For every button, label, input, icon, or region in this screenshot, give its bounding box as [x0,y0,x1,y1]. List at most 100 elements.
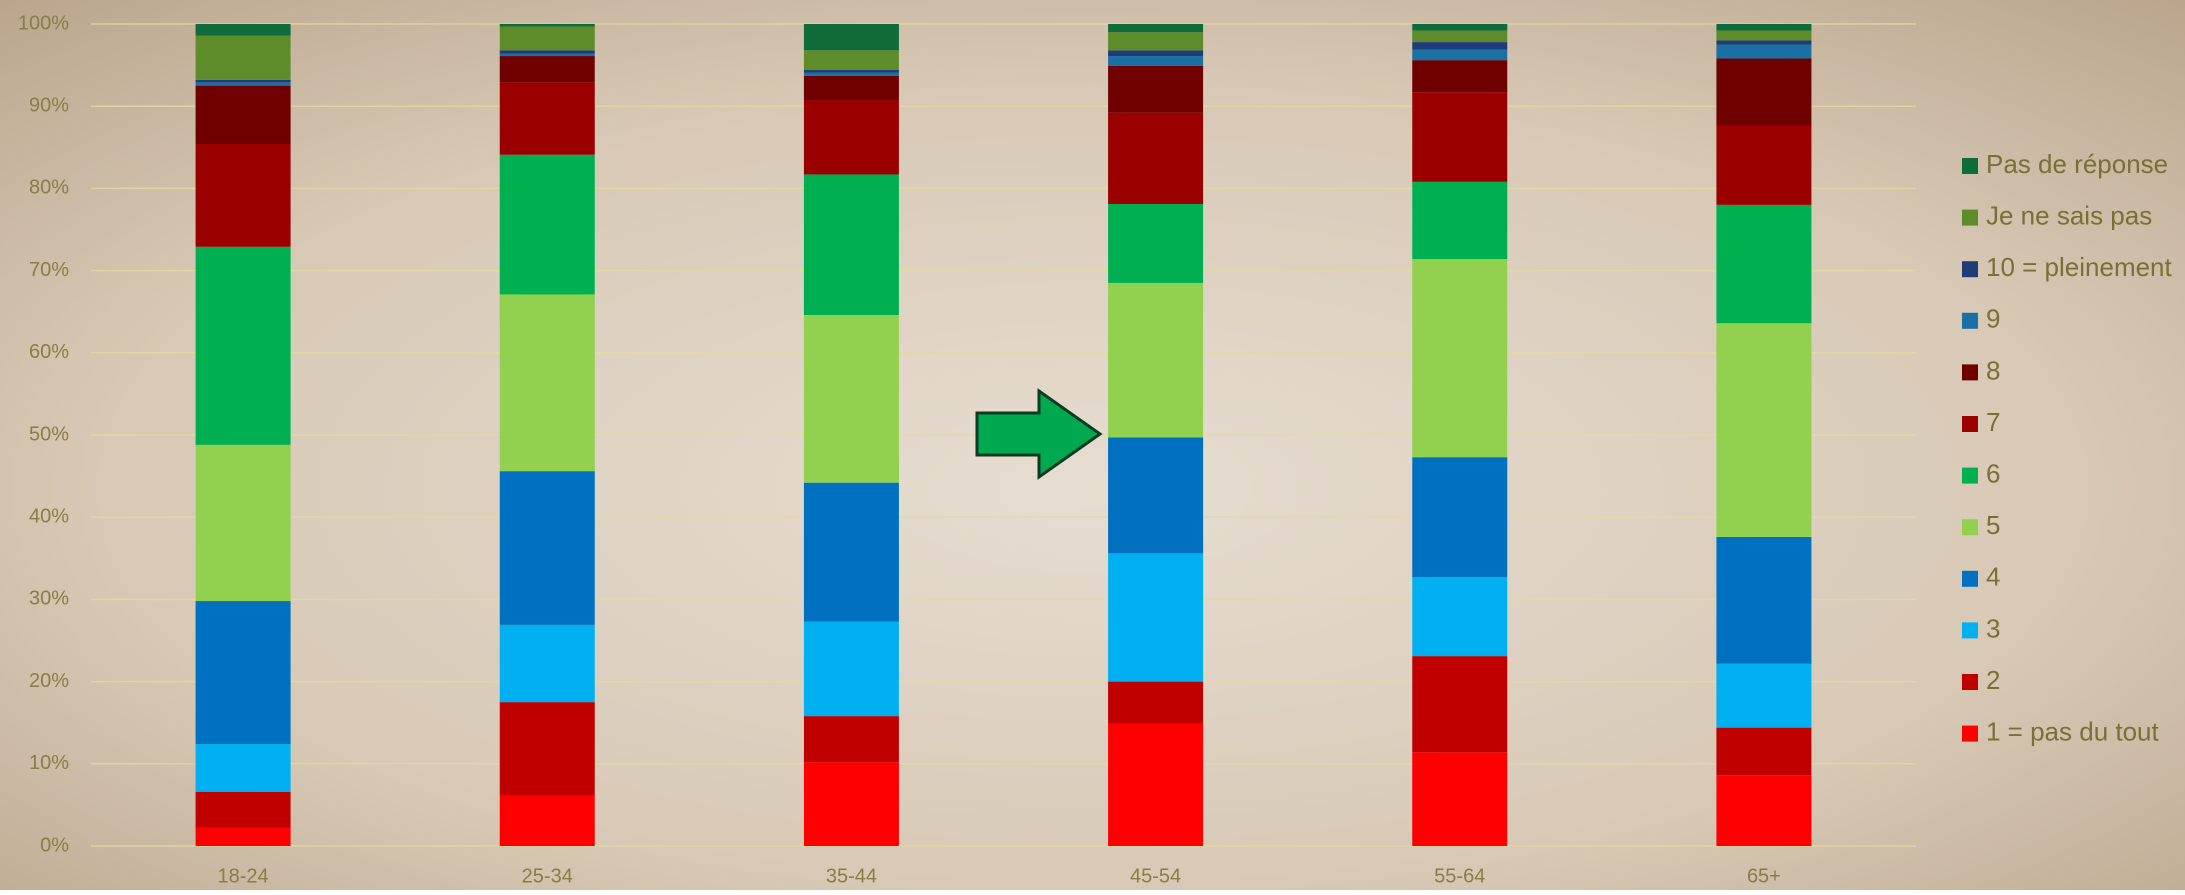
bar-segment [499,56,595,83]
bar-segment [1108,32,1204,51]
bar-segment [1716,58,1812,126]
bar-segment [803,174,899,315]
arrow [975,388,1103,480]
bar-segment [1412,49,1508,61]
bar-segment [1716,536,1812,664]
y-tick-label: 20% [29,670,69,692]
legend-label: 7 [1986,407,2000,437]
bar-segment [499,154,595,295]
bar-segment [195,827,291,846]
bars: 18-24 25-34 35-44 45-54 55-64 65+ [195,24,1812,887]
bar-segment [1716,30,1812,41]
y-tick-label: 80% [29,177,69,199]
bar-segment [803,72,899,76]
legend-swatch [1962,261,1978,278]
bar-segment [195,601,291,745]
bar-segment [803,70,899,73]
legend-label: 5 [1986,510,2000,540]
legend-label: 2 [1986,665,2000,695]
bar-segment [1412,30,1508,43]
bar-segment [195,82,291,86]
y-tick-label: 0% [40,834,69,856]
bar-segment [499,294,595,472]
legend: 1 = pas du tout 2 3 4 5 6 7 8 9 10 = pleinement Je… [1962,149,2173,746]
legend-swatch [1962,622,1978,639]
y-tick-label: 30% [29,588,69,610]
legend-label: Je ne sais pas [1986,200,2152,230]
bar-segment [1716,204,1812,324]
bar-segment [1108,50,1204,57]
bar-segment [1412,259,1508,458]
bar-segment [1412,92,1508,182]
legend-swatch [1962,570,1978,587]
bar-segment [195,144,291,247]
bar-segment [803,100,899,175]
bar-segment [803,762,899,846]
bar-segment [195,85,291,145]
bar-segment [1412,42,1508,50]
bar-segment [1412,577,1508,657]
bar-segment [195,246,291,445]
bar-segment [1108,112,1204,205]
bar-segment [499,24,595,27]
x-tick-label: 45-54 [1130,865,1181,887]
x-tick-label: 18-24 [218,865,269,887]
bar-segment [803,621,899,717]
bar-segment [1108,282,1204,438]
bar-segment [1108,24,1204,33]
bar-segment [1716,44,1812,59]
x-tick-label: 25-34 [522,865,573,887]
bar-segment [1412,181,1508,260]
bar-segment [803,716,899,763]
bar-segment [1108,437,1204,554]
legend-label: 10 = pleinement [1986,252,2173,282]
bar-segment [195,791,291,828]
legend-swatch [1962,725,1978,742]
y-tick-label: 90% [29,94,69,116]
y-tick-label: 70% [29,259,69,281]
bar-segment [1108,723,1204,846]
y-tick-label: 10% [29,752,69,774]
bar-segment [499,82,595,155]
bar-segment [195,444,291,602]
bar-segment [1716,24,1812,31]
bar-segment [1412,752,1508,846]
y-tick-label: 40% [29,505,69,527]
bar-segment [1108,553,1204,682]
bar-segment [1412,60,1508,93]
bar-segment [803,482,899,622]
bar-segment [499,26,595,51]
legend-swatch [1962,467,1978,484]
bar-segment [195,35,291,80]
bar-segment [1716,125,1812,205]
bar-segment [499,471,595,625]
legend-swatch [1962,519,1978,536]
bar-segment [1108,204,1204,283]
x-tick-label: 55-64 [1434,865,1485,887]
bar-segment [1716,323,1812,537]
bar-segment [1412,457,1508,578]
legend-swatch [1962,674,1978,690]
legend-label: 3 [1986,613,2000,643]
legend-label: 9 [1986,304,2000,334]
legend-label: Pas de réponse [1986,149,2168,179]
legend-swatch [1962,312,1978,329]
bar-segment [803,75,899,101]
bar-segment [1108,56,1204,66]
legend-label: 4 [1986,562,2000,592]
legend-label: 1 = pas du tout [1986,716,2160,746]
bar-segment [803,314,899,483]
bar-segment [1108,681,1204,724]
bar-segment [1412,24,1508,31]
bar-segment [1716,663,1812,728]
bar-segment [1412,656,1508,753]
legend-label: 6 [1986,458,2000,488]
bar-segment [195,79,291,83]
legend-label: 8 [1986,355,2000,385]
x-tick-label: 65+ [1747,865,1781,887]
bar-segment [499,50,595,54]
y-tick-label: 60% [29,341,69,363]
